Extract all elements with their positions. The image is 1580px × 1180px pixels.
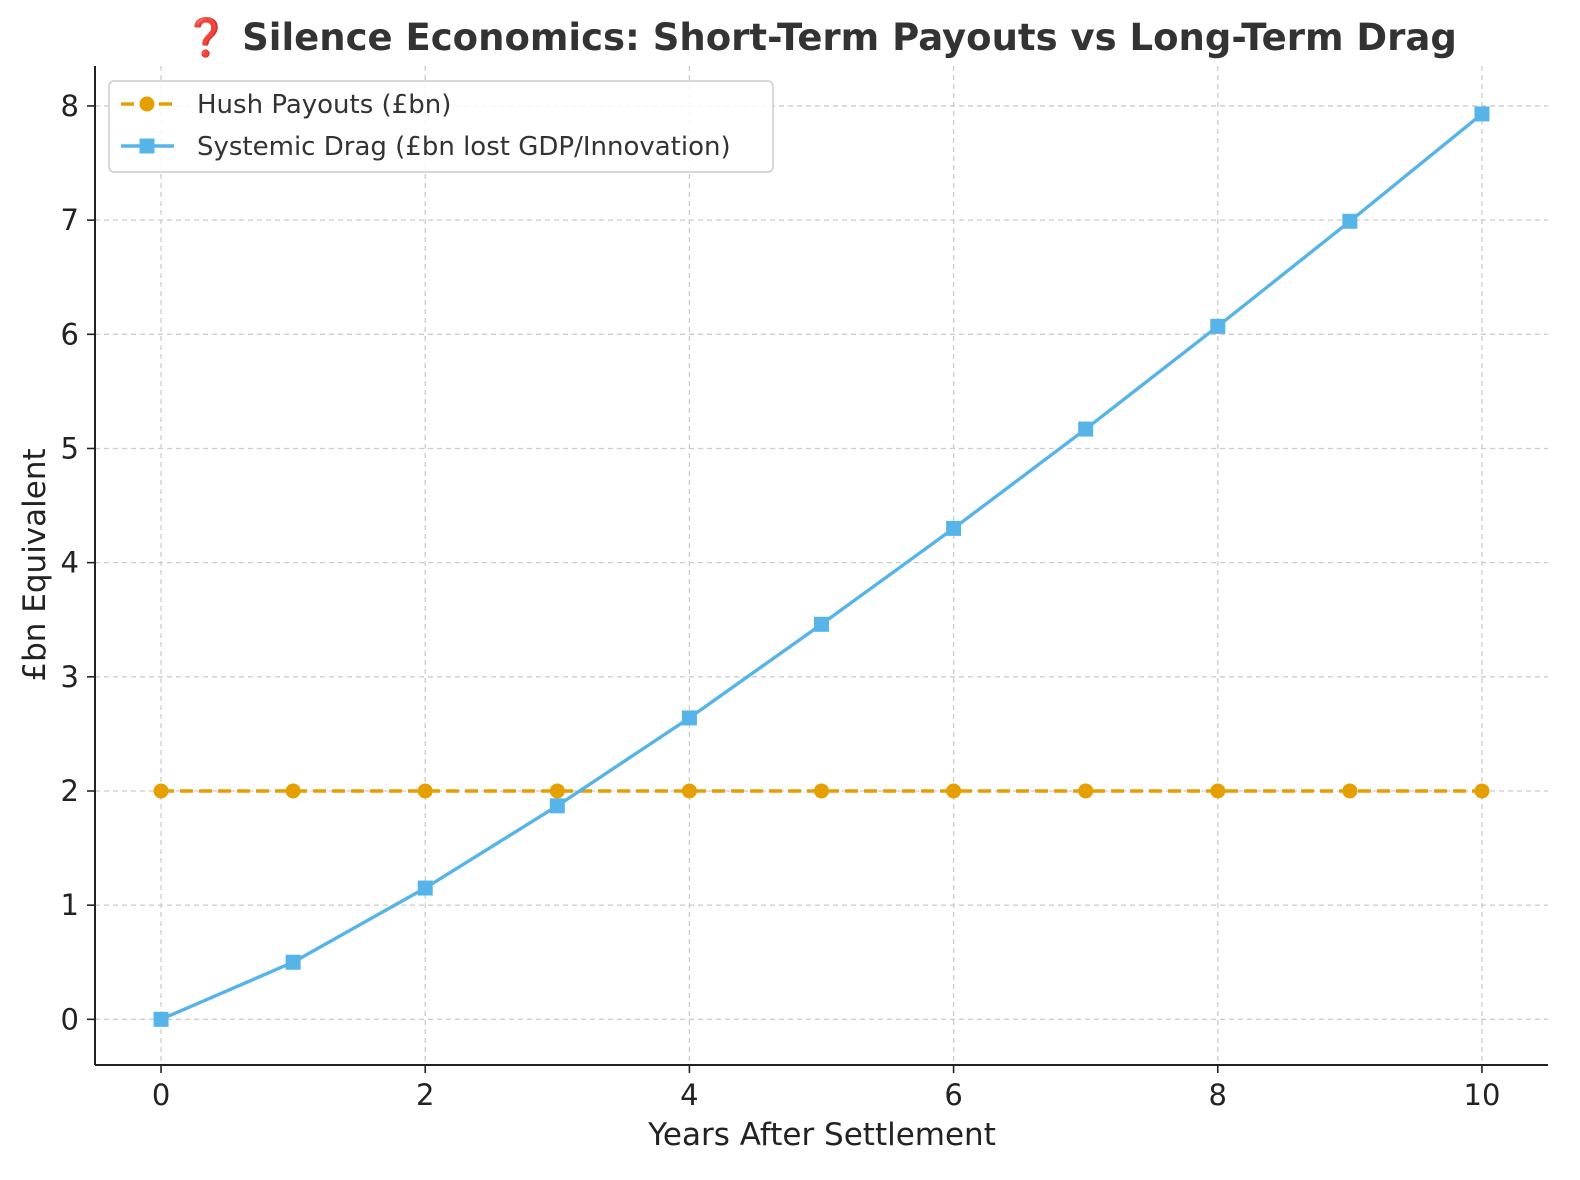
data-point (1078, 783, 1094, 799)
y-tick-label: 0 (61, 1002, 79, 1036)
data-point (946, 783, 962, 799)
x-tick-label: 6 (944, 1078, 962, 1112)
data-point (285, 783, 301, 799)
y-tick-label: 2 (61, 774, 79, 808)
data-point (417, 783, 433, 799)
x-ticks: 0 2 4 6 8 10 (152, 1065, 1501, 1112)
data-point (285, 954, 301, 970)
chart-title: ❓ Silence Economics: Short-Term Payouts … (183, 16, 1457, 59)
y-tick-label: 8 (61, 89, 79, 123)
legend-marker (139, 96, 155, 112)
grid-lines (95, 66, 1548, 1065)
y-tick-label: 5 (61, 431, 79, 465)
data-point (1210, 783, 1226, 799)
legend-marker (139, 138, 155, 154)
y-tick-label: 7 (61, 203, 79, 237)
data-point (549, 783, 565, 799)
legend-frame (108, 80, 774, 173)
data-point (417, 880, 433, 896)
data-point (1342, 213, 1358, 229)
y-axis-label: £bn Equivalent (17, 448, 53, 681)
series-line (160, 112, 1484, 1021)
series-layer (153, 106, 1490, 1027)
y-tick-label: 6 (61, 317, 79, 351)
data-point (1474, 106, 1490, 122)
legend-label: Systemic Drag (£bn lost GDP/Innovation) (197, 132, 731, 162)
data-point (681, 783, 697, 799)
y-tick-label: 4 (61, 546, 79, 580)
data-point (681, 710, 697, 726)
y-ticks: 0 1 2 3 4 5 6 7 8 (61, 89, 95, 1036)
y-tick-label: 1 (61, 888, 79, 922)
x-tick-label: 10 (1464, 1078, 1501, 1112)
data-point (153, 1011, 169, 1027)
data-point (946, 520, 962, 536)
y-tick-label: 3 (61, 660, 79, 694)
axes (94, 66, 1548, 1066)
data-point (1342, 783, 1358, 799)
x-tick-label: 2 (416, 1078, 434, 1112)
data-point (1078, 421, 1094, 437)
x-tick-label: 4 (680, 1078, 698, 1112)
data-point (549, 798, 565, 814)
legend-label: Hush Payouts (£bn) (197, 90, 451, 120)
x-axis-label: Years After Settlement (647, 1117, 996, 1153)
data-point (1474, 783, 1490, 799)
legend: Hush Payouts (£bn) Systemic Drag (£bn los… (108, 80, 774, 173)
series-2 (153, 106, 1490, 1027)
data-point (814, 783, 829, 799)
data-point (814, 616, 829, 632)
data-point (1210, 318, 1226, 334)
series-1 (153, 783, 1490, 799)
data-point (153, 783, 169, 799)
x-tick-label: 0 (152, 1078, 170, 1112)
x-tick-label: 8 (1209, 1078, 1227, 1112)
